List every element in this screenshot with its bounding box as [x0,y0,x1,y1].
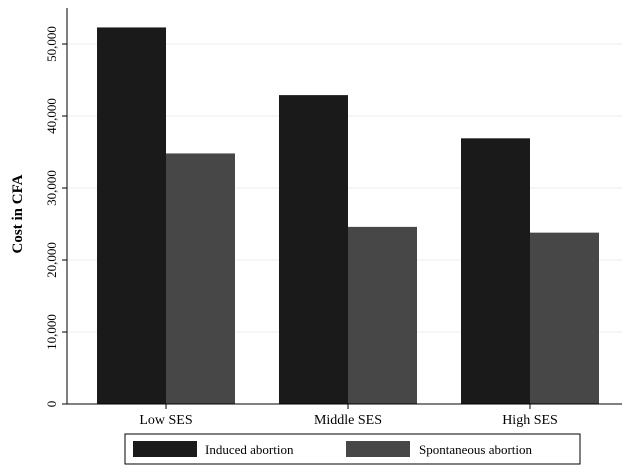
legend: Induced abortion Spontaneous abortion [124,433,581,465]
y-tick-label: 30,000 [44,170,59,206]
x-tick-label: Low SES [139,413,192,428]
y-axis-label: Cost in CFA [10,174,26,253]
legend-label: Induced abortion [205,442,294,457]
y-tick-label: 50,000 [44,26,59,62]
y-tick-label: 20,000 [44,242,59,278]
bars [97,27,599,405]
y-tick-label: 10,000 [44,314,59,350]
y-tick-label: 0 [44,401,59,408]
legend-label: Spontaneous abortion [419,442,533,457]
bar [530,232,599,404]
legend-swatch [133,441,197,457]
y-axis-ticks: 0 10,000 20,000 30,000 40,000 50,000 [44,26,67,407]
bar [461,138,530,404]
x-tick-label: Middle SES [314,413,382,428]
x-tick-label: High SES [502,413,558,428]
y-tick-label: 40,000 [44,98,59,134]
bar [348,226,417,404]
x-axis-ticks: Low SES Middle SES High SES [139,404,558,428]
bar [166,153,235,404]
bar [279,95,348,405]
legend-swatch [346,441,410,457]
bar [97,27,166,404]
